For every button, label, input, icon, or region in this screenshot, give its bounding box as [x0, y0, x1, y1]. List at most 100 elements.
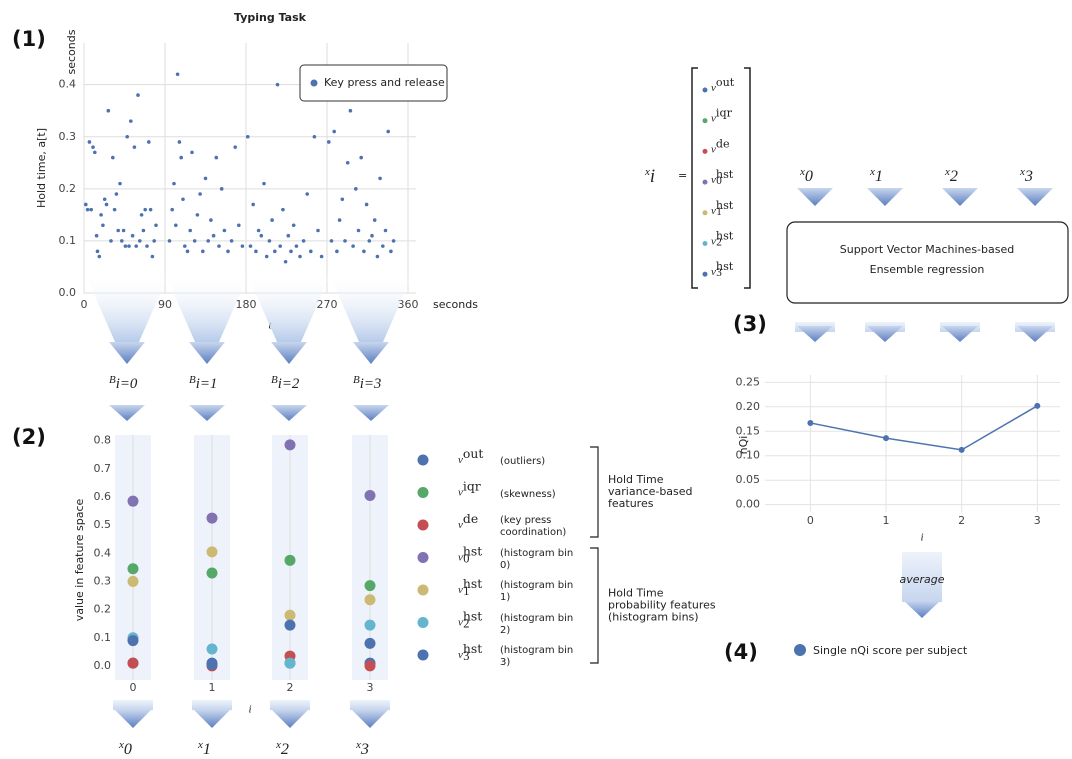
symbol: B	[189, 374, 196, 386]
data-point	[109, 239, 113, 243]
funnel	[87, 278, 167, 342]
line	[810, 405, 1038, 451]
data-point	[332, 129, 337, 134]
vector-dot	[702, 118, 708, 124]
data-point	[143, 207, 147, 212]
data-point	[195, 213, 200, 217]
data-point	[198, 192, 202, 196]
data-point	[362, 249, 366, 254]
symbol: v	[458, 519, 463, 531]
data-point	[246, 134, 250, 139]
bracket	[590, 547, 599, 664]
symbol: v	[711, 204, 716, 216]
math-label: x0	[118, 739, 132, 758]
superscript: hst	[716, 260, 734, 273]
math-label: Bi=0	[109, 374, 138, 392]
legend-label: (key press coordination)	[500, 515, 566, 538]
y-tick-label: 0.3	[59, 130, 77, 143]
data-point	[312, 134, 317, 139]
y-tick-label: 0.05	[736, 473, 761, 486]
math-label: vde	[458, 511, 478, 530]
data-point	[364, 490, 376, 502]
symbol: v	[458, 649, 463, 661]
arrow	[271, 405, 307, 421]
symbol: v	[711, 112, 716, 124]
legend-marker	[417, 584, 429, 596]
symbol: x	[944, 166, 950, 178]
superscript: hst	[463, 576, 482, 591]
data-point	[139, 213, 144, 217]
legend-text: (histogram bin 0)	[500, 547, 574, 571]
data-point	[183, 244, 187, 248]
x-tick-label: 1	[883, 514, 890, 527]
data-point	[87, 140, 92, 144]
arrow	[109, 405, 145, 421]
math-label: x1	[197, 739, 211, 758]
result-label: Single nQi score per subject	[813, 644, 968, 657]
data-point	[127, 495, 139, 507]
symbol: x	[355, 739, 361, 751]
subscript: i	[650, 166, 655, 187]
data-point	[85, 207, 90, 212]
math-label: x3	[355, 739, 369, 758]
math-label: vhst3	[458, 641, 482, 663]
legend-text: (histogram bin 1)	[500, 580, 574, 603]
data-point	[284, 619, 296, 631]
math-label: Bi=1	[189, 374, 217, 392]
data-point	[256, 228, 261, 233]
y-tick-label: 0.15	[736, 424, 761, 437]
math-label: viqr	[711, 107, 733, 124]
panel-label: (4)	[724, 640, 758, 664]
math-label: x3	[1019, 166, 1033, 185]
x-tick-label: 360	[398, 298, 419, 311]
arrow	[272, 710, 308, 728]
symbol: v	[711, 266, 716, 278]
data-point	[343, 239, 347, 243]
data-point	[185, 249, 190, 254]
vector-dot	[702, 179, 708, 185]
legend-marker	[417, 487, 429, 498]
data-point	[262, 181, 266, 186]
symbol: v	[711, 82, 716, 94]
y-tick-label: 0.20	[736, 400, 761, 413]
data-point	[340, 197, 345, 202]
superscript: hst	[463, 544, 482, 559]
funnel	[249, 278, 329, 342]
legend-text: (histogram bin 3)	[500, 645, 574, 668]
data-point	[345, 160, 350, 165]
y-tick-label: 0.0	[59, 286, 77, 299]
y-tick-label: 0.3	[94, 574, 112, 587]
symbol: B	[109, 374, 116, 386]
data-point	[267, 239, 272, 243]
math-label: x0	[799, 166, 813, 185]
legend-label: Key press and release	[324, 76, 445, 89]
x-tick-label: 2	[958, 514, 965, 527]
data-point	[233, 145, 237, 149]
data-point	[298, 254, 302, 259]
data-point	[95, 249, 100, 254]
data-point	[319, 254, 324, 259]
symbol: x	[1019, 166, 1025, 178]
symbol: v	[458, 454, 463, 466]
data-point	[289, 249, 293, 254]
data-point	[99, 213, 103, 217]
data-point	[370, 233, 374, 238]
data-point	[222, 228, 227, 233]
data-point	[284, 439, 296, 451]
y-tick-label: 0.7	[94, 462, 112, 475]
bracket-label: variance-based	[608, 485, 693, 498]
symbol: v	[711, 174, 716, 186]
data-point	[301, 239, 306, 243]
x-tick-label: 3	[367, 681, 374, 694]
data-point	[152, 239, 156, 243]
data-point	[102, 197, 107, 202]
math-label: vhst2	[458, 609, 482, 631]
arrow	[109, 342, 145, 364]
data-point	[278, 244, 283, 248]
y-axis-label: nQi	[737, 436, 750, 455]
subscript: 2	[950, 168, 958, 185]
average-label: average	[899, 573, 944, 586]
data-point	[378, 176, 382, 181]
